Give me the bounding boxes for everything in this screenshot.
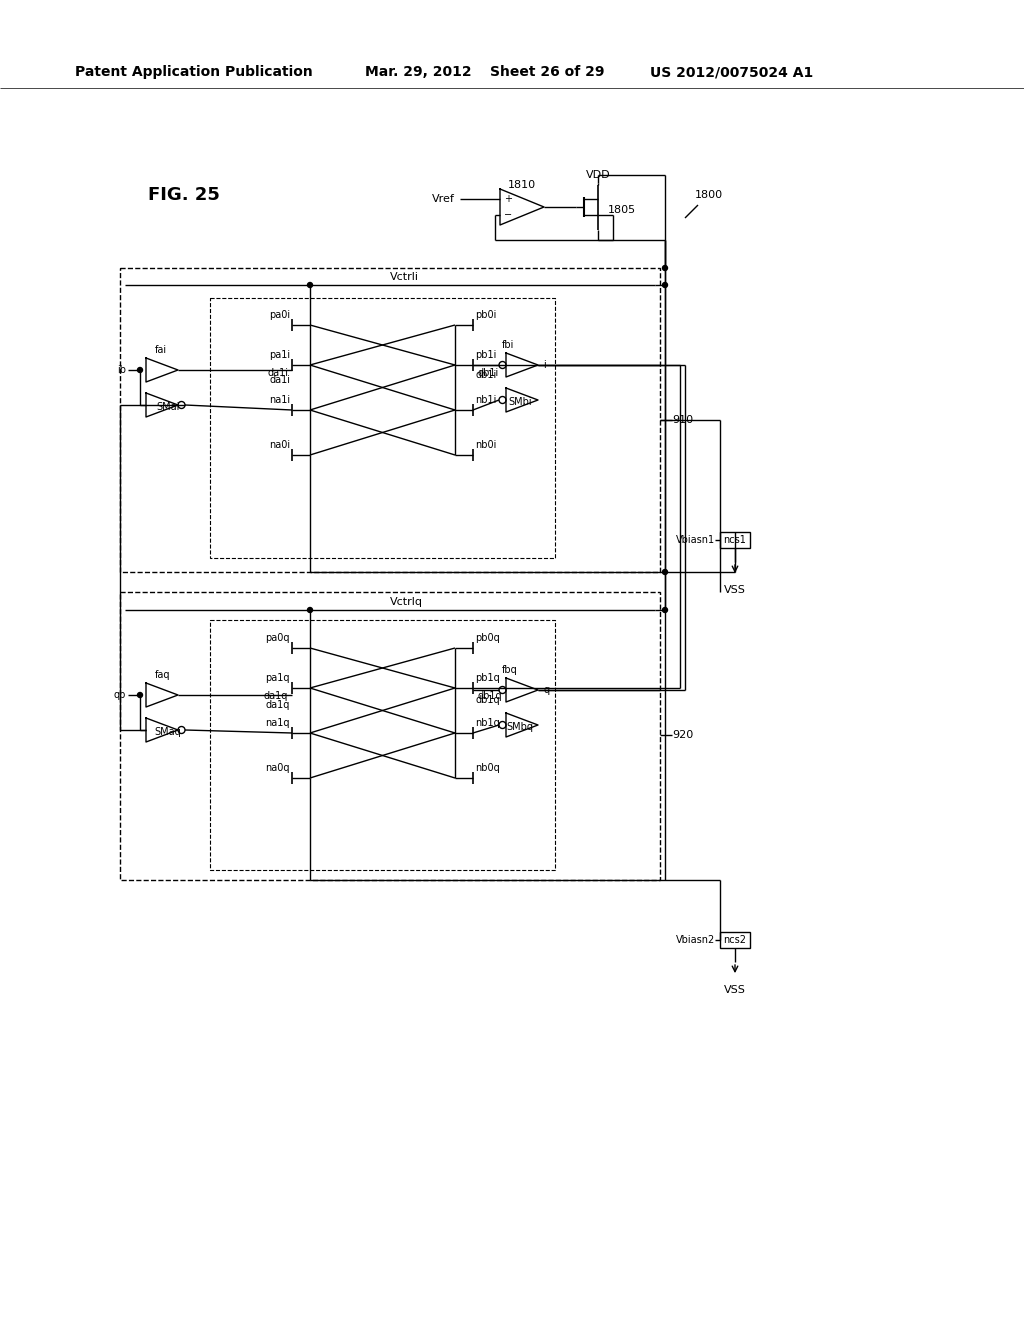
Text: nb0i: nb0i: [475, 440, 497, 450]
Text: nb1i: nb1i: [475, 395, 497, 405]
Text: VSS: VSS: [724, 585, 745, 595]
Text: pb0i: pb0i: [475, 310, 497, 319]
Text: SMai: SMai: [157, 403, 179, 412]
Text: pa1q: pa1q: [265, 673, 290, 682]
Text: US 2012/0075024 A1: US 2012/0075024 A1: [650, 65, 813, 79]
Text: Vctrli: Vctrli: [390, 272, 419, 282]
Circle shape: [663, 607, 668, 612]
Text: VSS: VSS: [724, 985, 745, 995]
Text: Mar. 29, 2012: Mar. 29, 2012: [365, 65, 472, 79]
Bar: [720, 932, 750, 948]
Text: Sheet 26 of 29: Sheet 26 of 29: [490, 65, 604, 79]
Text: Vbiasn1: Vbiasn1: [676, 535, 715, 545]
Text: VDD: VDD: [586, 170, 610, 180]
Text: pa0q: pa0q: [265, 634, 290, 643]
Circle shape: [137, 693, 142, 697]
Text: pa1i: pa1i: [269, 350, 290, 360]
Text: fbi: fbi: [502, 341, 514, 350]
Text: ncs1: ncs1: [724, 535, 746, 545]
Text: nb0q: nb0q: [475, 763, 500, 774]
Text: db1q: db1q: [475, 696, 500, 705]
Text: fai: fai: [155, 345, 167, 355]
Text: da1q: da1q: [265, 700, 290, 710]
Text: 1805: 1805: [608, 205, 636, 215]
Text: i: i: [543, 360, 546, 370]
Circle shape: [137, 367, 142, 372]
Text: Vref: Vref: [432, 194, 455, 205]
Text: Patent Application Publication: Patent Application Publication: [75, 65, 312, 79]
Text: faq: faq: [155, 671, 171, 680]
Text: 1810: 1810: [508, 180, 536, 190]
Text: da1i: da1i: [267, 368, 288, 378]
Bar: [120, 268, 660, 572]
Text: pa0i: pa0i: [269, 310, 290, 319]
Text: 920: 920: [672, 730, 693, 741]
Bar: [120, 591, 660, 880]
Text: pb1q: pb1q: [475, 673, 500, 682]
Text: Vbiasn2: Vbiasn2: [676, 935, 715, 945]
Text: pb1i: pb1i: [475, 350, 497, 360]
Text: da1q: da1q: [263, 690, 288, 701]
Text: da1i: da1i: [269, 375, 290, 385]
Text: 1800: 1800: [695, 190, 723, 201]
Text: Vctrlq: Vctrlq: [390, 597, 423, 607]
Text: nb1q: nb1q: [475, 718, 500, 729]
Circle shape: [663, 569, 668, 574]
Text: −: −: [504, 210, 512, 220]
Bar: [210, 620, 555, 870]
Circle shape: [663, 265, 668, 271]
Text: db1i: db1i: [477, 368, 499, 378]
Circle shape: [663, 282, 668, 288]
Bar: [720, 532, 750, 548]
Text: na1i: na1i: [269, 395, 290, 405]
Text: ib: ib: [117, 366, 126, 375]
Text: pb0q: pb0q: [475, 634, 500, 643]
Text: FIG. 25: FIG. 25: [148, 186, 220, 205]
Text: ncs2: ncs2: [724, 935, 746, 945]
Circle shape: [307, 607, 312, 612]
Text: q: q: [543, 685, 549, 696]
Text: na0i: na0i: [269, 440, 290, 450]
Text: SMbq: SMbq: [507, 722, 534, 733]
Circle shape: [307, 282, 312, 288]
Text: SMbi: SMbi: [508, 397, 531, 407]
Text: na0q: na0q: [265, 763, 290, 774]
Text: SMaq: SMaq: [155, 727, 181, 737]
Text: na1q: na1q: [265, 718, 290, 729]
Bar: [210, 298, 555, 558]
Text: 910: 910: [672, 414, 693, 425]
Text: fbq: fbq: [502, 665, 518, 675]
Text: qb: qb: [114, 690, 126, 700]
Text: db1i: db1i: [475, 370, 497, 380]
Text: +: +: [504, 194, 512, 205]
Text: db1q: db1q: [477, 690, 502, 701]
